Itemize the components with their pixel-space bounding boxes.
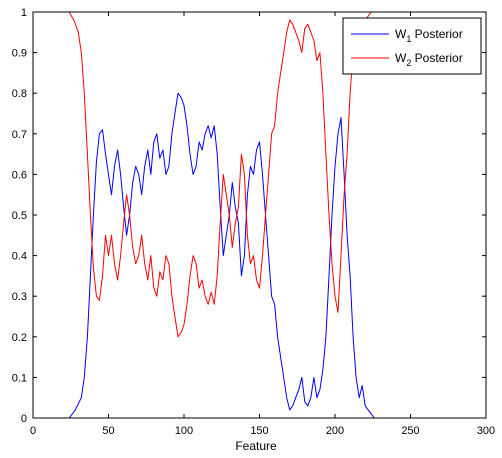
y-tick-label: 1 [21, 7, 27, 19]
y-tick-label: 0.5 [12, 210, 27, 222]
series-line-w1 [68, 92, 375, 419]
series-line-w2 [33, 11, 420, 338]
y-tick-label: 0.4 [12, 251, 27, 263]
tick-layer: 0 50 100 150 200 250 300 0 0.1 0.2 0.3 0.4 0.5 0.6 0.7… [12, 7, 495, 437]
plot-background [33, 12, 486, 418]
y-tick-label: 0.3 [12, 291, 27, 303]
x-tick-label: 150 [250, 425, 268, 437]
y-tick-label: 0 [21, 413, 27, 425]
x-tick-label: 50 [102, 425, 114, 437]
x-tick-label: 250 [401, 425, 419, 437]
y-tick-label: 0.2 [12, 332, 27, 344]
y-tick-label: 0.9 [12, 48, 27, 60]
x-tick-label: 200 [326, 425, 344, 437]
y-tick-label: 0.6 [12, 169, 27, 181]
x-tick-label: 0 [30, 425, 36, 437]
legend-box [342, 17, 482, 75]
x-tick-label: 300 [477, 425, 495, 437]
legend-label-w2: W2 Posterior [395, 51, 463, 68]
x-axis-title: Feature [235, 439, 277, 453]
y-tick-label: 0.1 [12, 372, 27, 384]
y-tick-label: 0.8 [12, 88, 27, 100]
series-layer [33, 11, 420, 419]
legend-label-w1: W1 Posterior [395, 27, 463, 44]
legend: W1 Posterior W2 Posterior [342, 17, 482, 75]
y-tick-label: 0.7 [12, 129, 27, 141]
x-tick-label: 100 [175, 425, 193, 437]
